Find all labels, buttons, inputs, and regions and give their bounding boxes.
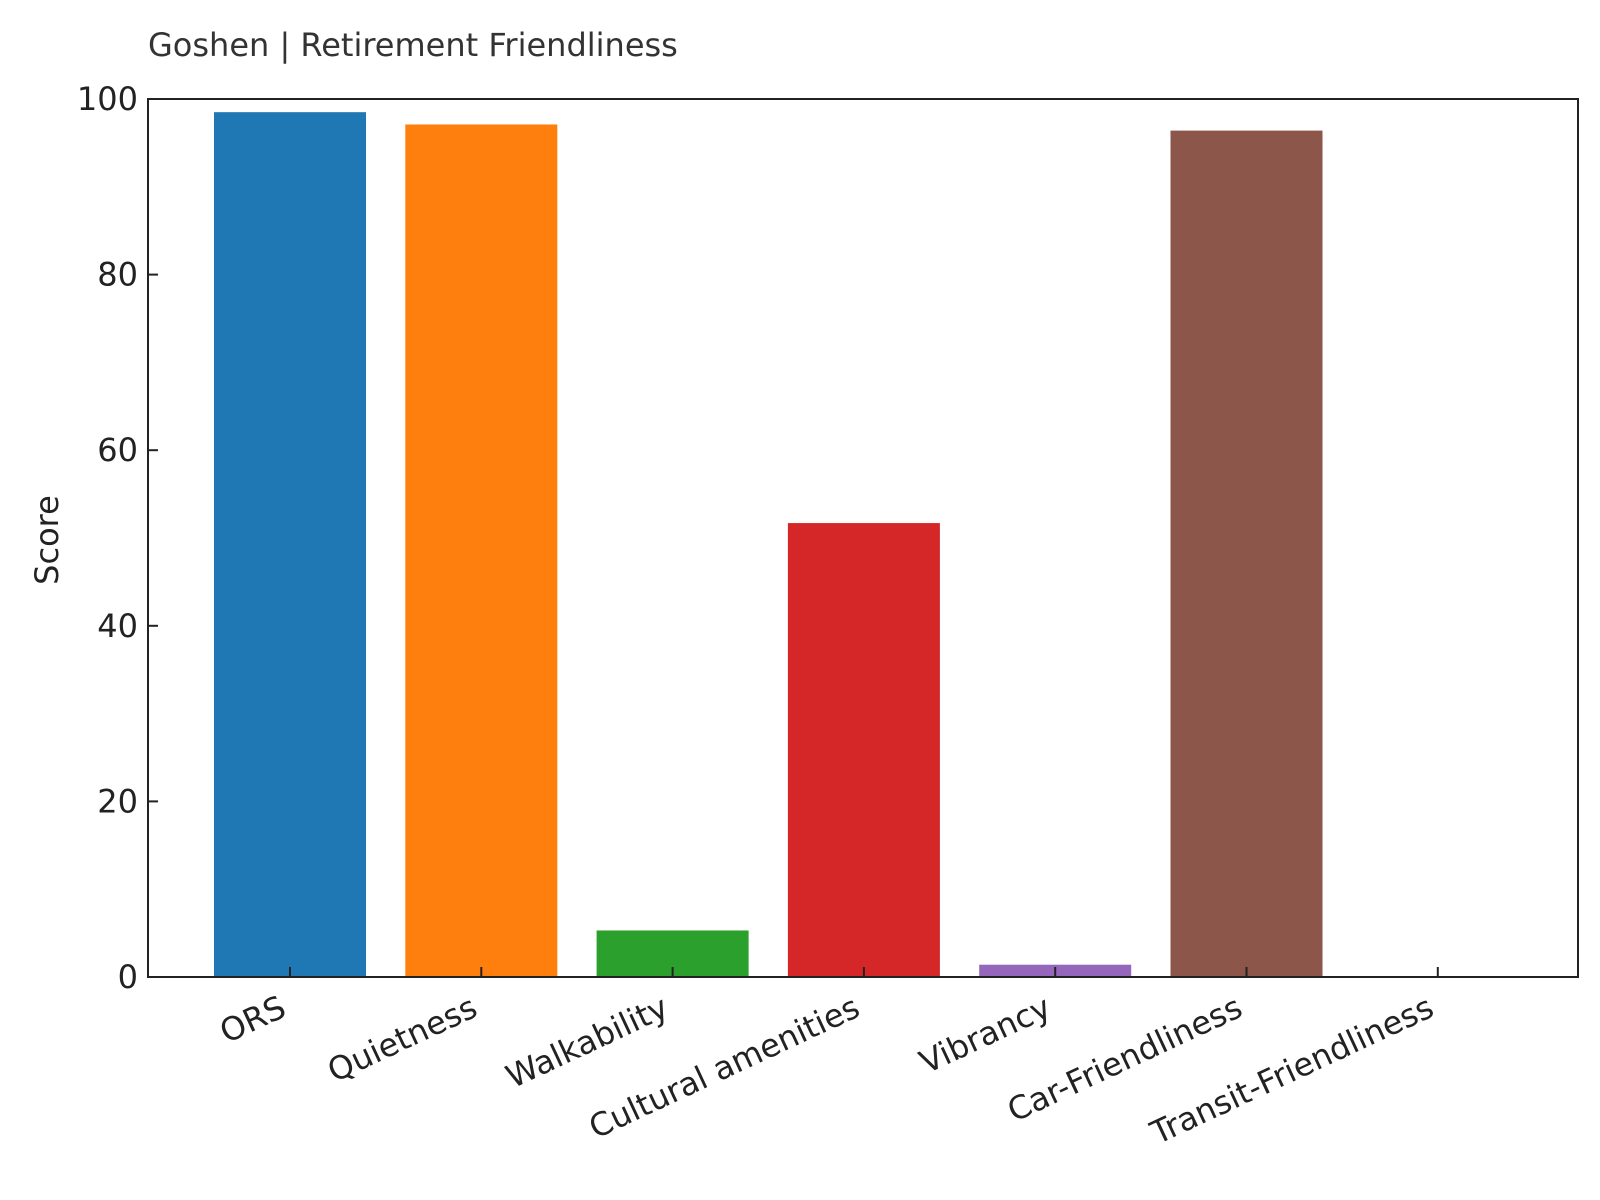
x-tick-label: Vibrancy <box>914 988 1057 1082</box>
plot-frame <box>147 98 1579 978</box>
y-tick-label: 0 <box>118 958 138 996</box>
y-tick-label: 80 <box>97 256 138 294</box>
bar-cultural-amenities <box>787 523 940 977</box>
x-tick-label: ORS <box>214 988 291 1051</box>
chart-title: Goshen | Retirement Friendliness <box>148 26 678 64</box>
y-ticks-layer: 0 20 40 60 80 100 <box>77 80 158 996</box>
bar-car-friendliness <box>1170 130 1323 977</box>
y-tick-label: 60 <box>97 431 138 469</box>
bar-ors <box>214 112 366 978</box>
y-tick-label: 100 <box>77 80 138 118</box>
bars-layer <box>214 112 1323 978</box>
y-tick-label: 20 <box>97 782 138 820</box>
y-axis-label: Score <box>28 495 66 585</box>
x-tick-label: Quietness <box>322 988 483 1090</box>
bar-quietness <box>405 124 558 978</box>
y-tick-label: 40 <box>97 607 138 645</box>
x-tick-label: Walkability <box>500 988 674 1096</box>
